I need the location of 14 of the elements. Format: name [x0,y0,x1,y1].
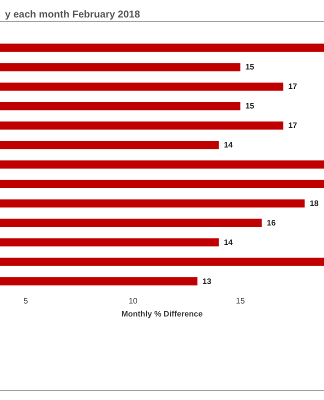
x-tick-label: 5 [24,296,29,306]
x-axis-title: Monthly % Difference [121,309,204,318]
data-label: 16 [266,218,276,228]
chart-title: y each month February 2018 [5,10,140,20]
data-label: 14 [224,140,234,150]
data-label: 17 [288,121,298,130]
data-label: 15 [245,102,255,111]
data-label: 18 [310,198,320,208]
x-tick-label: 10 [128,296,138,306]
data-label: 15 [245,62,255,72]
data-label: 17 [288,82,298,92]
data-label: 14 [224,238,234,247]
x-tick-label: 15 [236,296,246,306]
data-label: 13 [202,276,212,286]
